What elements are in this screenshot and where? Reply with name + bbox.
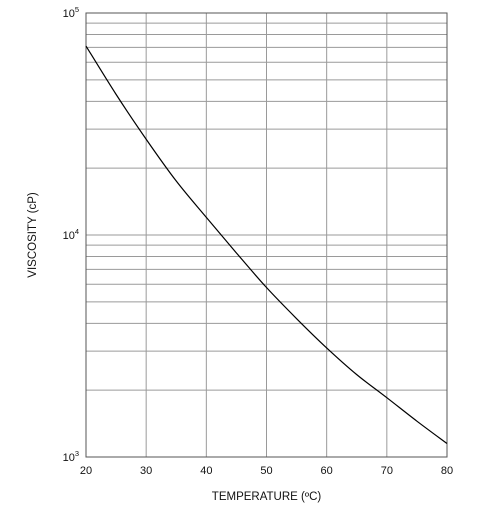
y-tick-label: 104 [63, 227, 79, 242]
series-layer [85, 45, 448, 445]
x-tick-labels: 20 30 40 50 60 70 80 [80, 465, 453, 477]
y-tick-labels: 103 104 105 [63, 5, 79, 464]
x-tick-label: 20 [80, 465, 92, 477]
y-tick-label: 103 [63, 449, 79, 464]
y-axis-title: VISCOSITY (cP) [27, 192, 39, 278]
grid-lines [85, 13, 448, 458]
x-tick-label: 40 [200, 465, 212, 477]
y-tick-label: 105 [63, 5, 79, 20]
x-axis-title: TEMPERATURE (ºC) [212, 491, 322, 503]
x-tick-label: 50 [260, 465, 272, 477]
x-tick-label: 80 [441, 465, 453, 477]
viscosity-curve [85, 45, 448, 445]
x-tick-label: 70 [381, 465, 393, 477]
plot-area [85, 12, 448, 458]
x-tick-label: 30 [140, 465, 152, 477]
x-tick-label: 60 [321, 465, 333, 477]
